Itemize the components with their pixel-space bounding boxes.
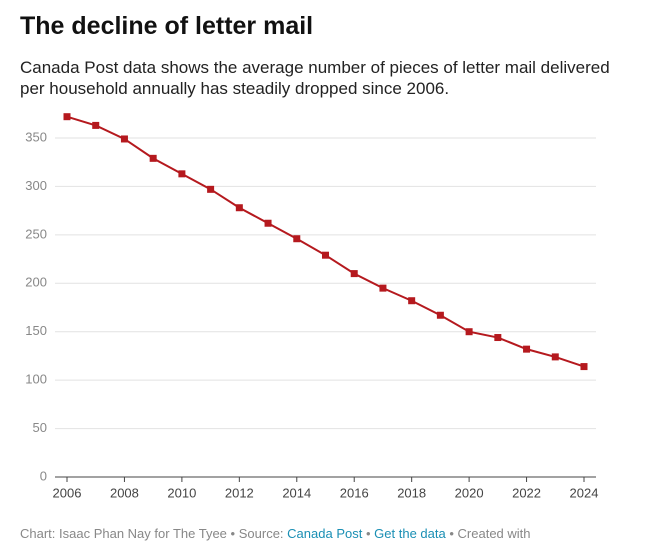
marker (63, 113, 71, 121)
y-tick-label: 100 (25, 372, 47, 387)
marker (551, 353, 559, 361)
x-tick-label: 2006 (53, 485, 82, 500)
footer-text: • (365, 526, 371, 541)
footer-link[interactable]: Get the data (374, 526, 446, 541)
chart: 0 50 100 150 200 250 300 350 2006 2008 2010 2012 201… (25, 113, 599, 500)
x-tick-label: 2020 (455, 485, 484, 500)
marker (580, 363, 588, 371)
marker (264, 219, 272, 227)
x-tick-label: 2022 (512, 485, 541, 500)
y-tick-label: 0 (40, 468, 47, 483)
footer-text: • (449, 526, 454, 541)
marker (494, 334, 502, 342)
marker (436, 311, 444, 319)
marker (379, 284, 387, 292)
footer-link[interactable]: Canada Post (287, 526, 363, 541)
x-tick-label: 2010 (167, 485, 196, 500)
footer-text: Source: (238, 526, 284, 541)
y-tick-label: 350 (25, 129, 47, 144)
marker (350, 270, 358, 278)
x-tick-label: 2018 (397, 485, 426, 500)
x-tick-label: 2016 (340, 485, 369, 500)
y-tick-label: 150 (25, 323, 47, 338)
marker (235, 204, 243, 212)
footer-text: Chart: Isaac Phan Nay for The Tyee (20, 526, 227, 541)
marker (322, 251, 329, 259)
marker (408, 297, 416, 305)
line (66, 115, 585, 368)
y-tick-label: 200 (25, 275, 47, 290)
chart-subtitle: Canada Post data shows the average numbe… (20, 58, 610, 98)
marker (207, 185, 215, 193)
marker (293, 235, 301, 243)
x-tick-label: 2014 (282, 485, 311, 500)
y-tick-label: 50 (33, 420, 47, 435)
marker (465, 328, 473, 336)
marker (120, 135, 128, 143)
marker (178, 170, 186, 178)
chart-title: The decline of letter mail (20, 12, 314, 40)
x-tick-label: 2024 (570, 485, 599, 500)
y-tick-label: 250 (25, 226, 47, 241)
footer-text: • (230, 526, 236, 541)
marker (149, 154, 157, 162)
y-tick-label: 300 (25, 178, 47, 193)
marker (92, 121, 100, 129)
footer: Chart: Isaac Phan Nay for The Tyee • Sou… (20, 526, 531, 541)
marker (523, 345, 531, 353)
x-tick-label: 2012 (225, 485, 254, 500)
x-tick-label: 2008 (110, 485, 139, 500)
footer-text: Created with (457, 526, 531, 541)
